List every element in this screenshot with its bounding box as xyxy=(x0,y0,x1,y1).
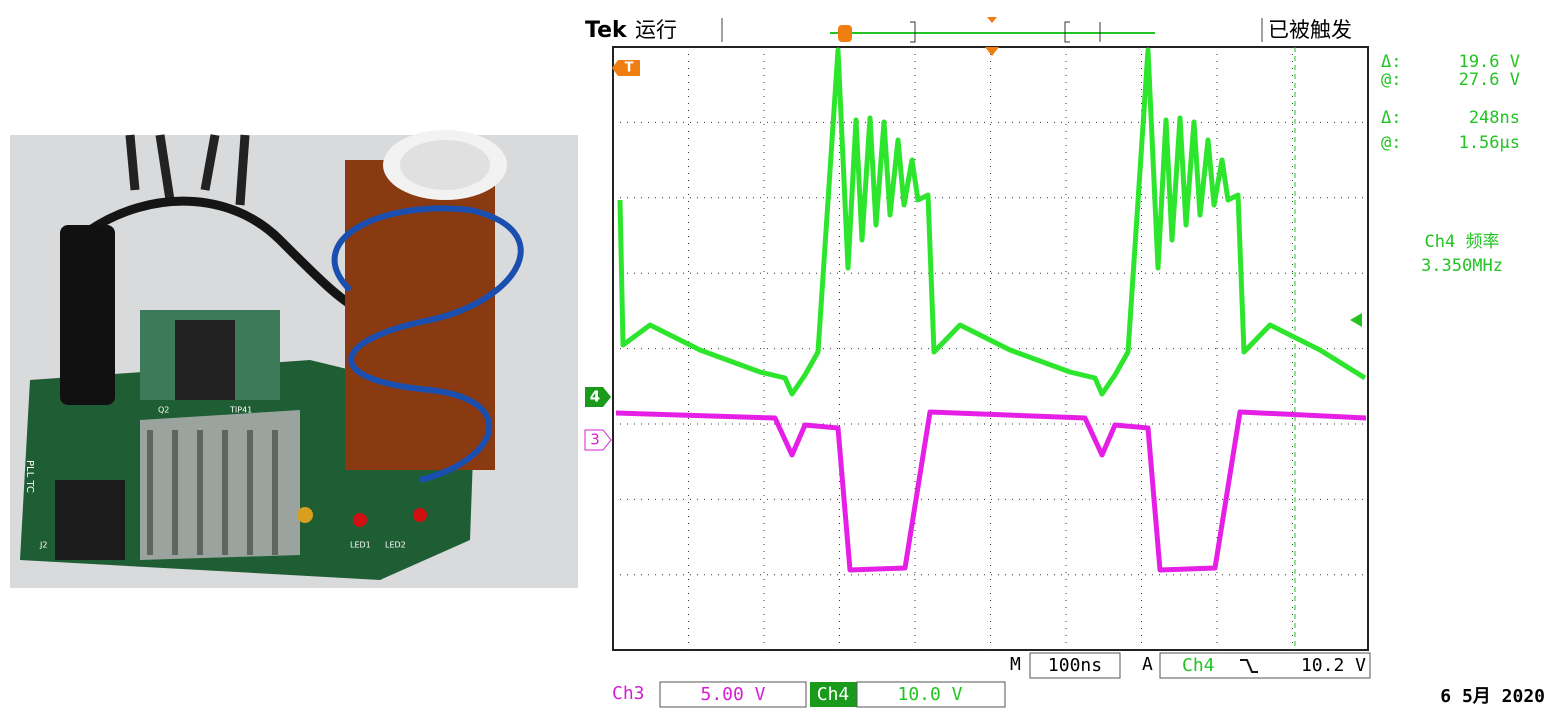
coil-tube-inner xyxy=(400,140,490,190)
heatsink-fins xyxy=(147,430,278,555)
pcb-label: J2 xyxy=(39,541,47,550)
measurement-value: 3.350MHz xyxy=(1421,256,1503,276)
pcb-label: LED2 xyxy=(385,541,406,550)
run-state: 运行 xyxy=(635,18,677,42)
photo: Q2 TIP41 LED1 LED2 PLL TC J2 xyxy=(10,130,578,588)
ch4-marker-label: 4 xyxy=(590,388,600,406)
ch4-name-box xyxy=(810,682,857,707)
primary-coil xyxy=(331,205,524,483)
ch3-marker-label: 3 xyxy=(590,431,600,449)
timebase-value: 100ns xyxy=(1048,655,1102,676)
readout-label: Δ: xyxy=(1381,52,1401,72)
heatsink xyxy=(140,410,300,560)
pcb-label: PLL TC xyxy=(24,460,35,493)
window-bracket xyxy=(910,21,1101,43)
trigger-marker xyxy=(612,60,640,76)
timebase-box xyxy=(1029,652,1121,679)
ch3-name: Ch3 xyxy=(612,683,645,704)
pcb-label: Q2 xyxy=(158,406,169,415)
trigger-box xyxy=(1159,652,1371,679)
trigger-level-marker xyxy=(1350,313,1362,327)
ch4-marker xyxy=(585,387,611,407)
pcb-label: TIP41 xyxy=(229,406,252,415)
readout-value: 1.56µs xyxy=(1459,133,1520,153)
readout-value: 19.6 V xyxy=(1459,52,1520,72)
readout-label: @: xyxy=(1381,70,1401,90)
falling-edge-icon xyxy=(1240,659,1258,673)
ch3-box xyxy=(659,681,807,708)
trigger-pos xyxy=(838,25,852,42)
ch4-scale: 10.0 V xyxy=(897,684,962,705)
cursor-readout: Δ: 19.6 V @: 27.6 V Δ: 248ns @: 1.56µs C… xyxy=(1381,52,1520,276)
trigger-source: Ch4 xyxy=(1182,655,1215,676)
led xyxy=(353,513,367,527)
wires xyxy=(125,134,250,206)
date: 6 5月 2020 xyxy=(1440,686,1545,707)
readout-label: Δ: xyxy=(1381,108,1401,128)
ch4-box xyxy=(856,681,1006,708)
measurement-name: Ch4 频率 xyxy=(1425,232,1500,252)
readout-label: @: xyxy=(1381,133,1401,153)
readout-value: 27.6 V xyxy=(1459,70,1520,90)
status-bar: M 100ns A Ch4 10.2 V Ch3 5.00 V Ch4 10.0… xyxy=(612,652,1545,708)
dc-jack xyxy=(60,225,115,405)
cable xyxy=(87,196,363,315)
ch3-trace xyxy=(615,409,1367,573)
trigger-state: 已被触发 xyxy=(1268,18,1352,42)
timebase-label: M xyxy=(1010,654,1021,675)
ch4-trace xyxy=(617,47,1367,397)
readout-value: 248ns xyxy=(1469,108,1520,128)
trigger-pos-top xyxy=(987,17,997,23)
trigger-time-marker xyxy=(985,47,999,56)
grid xyxy=(613,47,1368,650)
ch3-marker xyxy=(584,429,612,451)
trigger-marker-label: T xyxy=(625,61,634,76)
pcb-label: LED1 xyxy=(350,541,371,550)
audio-jack xyxy=(55,480,125,560)
capacitor xyxy=(297,507,313,523)
brand: Tek xyxy=(585,18,628,43)
led xyxy=(413,508,427,522)
ch3-scale: 5.00 V xyxy=(700,684,765,705)
ch4-name: Ch4 xyxy=(817,684,850,705)
trigger-label: A xyxy=(1142,654,1153,675)
trigger-level: 10.2 V xyxy=(1301,655,1366,676)
transistor xyxy=(175,320,235,400)
